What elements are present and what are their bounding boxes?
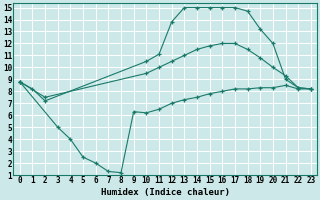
X-axis label: Humidex (Indice chaleur): Humidex (Indice chaleur): [101, 188, 230, 197]
